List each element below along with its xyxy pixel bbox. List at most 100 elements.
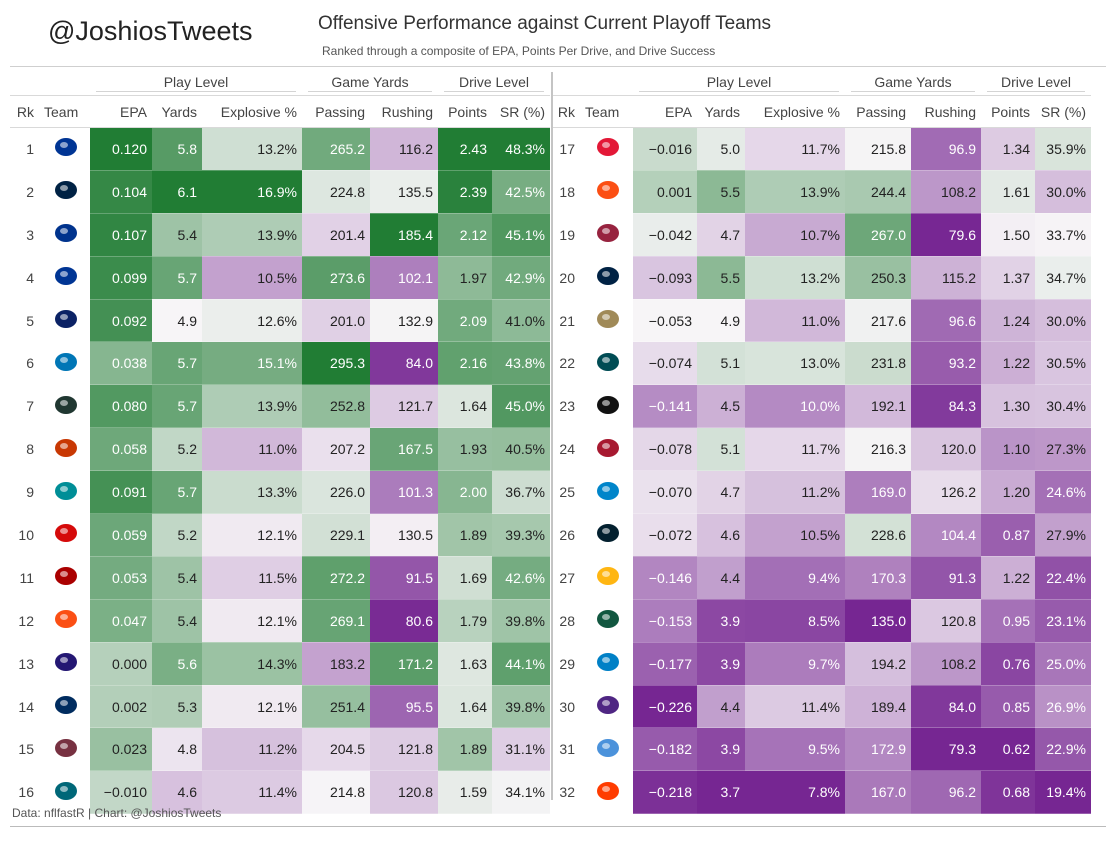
value-cell: 79.6 xyxy=(911,213,981,257)
table-row: 29 −0.177 3.9 9.7% 194.2 108.2 0.76 25.0% xyxy=(553,642,1091,686)
value-cell: 126.2 xyxy=(911,470,981,515)
value-cell: −0.218 xyxy=(633,770,697,815)
value-cell: 295.3 xyxy=(302,341,370,386)
table-row: 19 −0.042 4.7 10.7% 267.0 79.6 1.50 33.7% xyxy=(553,213,1091,257)
value-cell: −0.146 xyxy=(633,556,697,600)
value-cell: 2.09 xyxy=(438,299,492,343)
column-header: Explosive % xyxy=(745,95,845,128)
value-cell: 5.4 xyxy=(152,556,202,600)
value-cell: 34.7% xyxy=(1035,256,1091,300)
value-cell: 4.6 xyxy=(152,770,202,815)
table-row: 30 −0.226 4.4 11.4% 189.4 84.0 0.85 26.9% xyxy=(553,685,1091,729)
column-group-header: Drive Level xyxy=(438,68,550,96)
value-cell: 204.5 xyxy=(302,727,370,772)
value-cell: 5.1 xyxy=(697,341,745,386)
rank-cell: 19 xyxy=(553,213,583,257)
table-row: 25 −0.070 4.7 11.2% 169.0 126.2 1.20 24.6% xyxy=(553,470,1091,515)
value-cell: 1.97 xyxy=(438,256,492,300)
value-cell: 40.5% xyxy=(492,427,550,472)
value-cell: 5.5 xyxy=(697,170,745,214)
table-row: 23 −0.141 4.5 10.0% 192.1 84.3 1.30 30.4% xyxy=(553,384,1091,429)
value-cell: 0.023 xyxy=(90,727,152,772)
value-cell: 12.1% xyxy=(202,685,302,729)
value-cell: 0.85 xyxy=(981,685,1035,729)
column-header: Passing xyxy=(302,95,370,128)
value-cell: 4.8 xyxy=(152,727,202,772)
table-row: 17 −0.016 5.0 11.7% 215.8 96.9 1.34 35.9% xyxy=(553,127,1091,171)
column-group-label: Play Level xyxy=(702,73,776,90)
value-cell: −0.074 xyxy=(633,341,697,386)
value-cell: −0.141 xyxy=(633,384,697,429)
table-row: 3 0.107 5.4 13.9% 201.4 185.4 2.12 45.1% xyxy=(10,213,550,257)
table-row: 2 0.104 6.1 16.9% 224.8 135.5 2.39 42.5% xyxy=(10,170,550,214)
value-cell: 4.5 xyxy=(697,384,745,429)
rank-cell: 18 xyxy=(553,170,583,214)
rank-cell: 17 xyxy=(553,127,583,171)
value-cell: 11.4% xyxy=(745,685,845,729)
value-cell: −0.078 xyxy=(633,427,697,472)
value-cell: 0.76 xyxy=(981,642,1035,686)
value-cell: 216.3 xyxy=(845,427,911,472)
value-cell: 11.0% xyxy=(745,299,845,343)
value-cell: 0.058 xyxy=(90,427,152,472)
buccaneers-icon xyxy=(42,513,90,557)
value-cell: 1.22 xyxy=(981,556,1035,600)
value-cell: 11.5% xyxy=(202,556,302,600)
value-cell: 0.053 xyxy=(90,556,152,600)
table-row: 10 0.059 5.2 12.1% 229.1 130.5 1.89 39.3% xyxy=(10,513,550,557)
value-cell: 4.7 xyxy=(697,213,745,257)
value-cell: 252.8 xyxy=(302,384,370,429)
table-row: 6 0.038 5.7 15.1% 295.3 84.0 2.16 43.8% xyxy=(10,341,550,386)
value-cell: 96.9 xyxy=(911,127,981,171)
value-cell: 1.93 xyxy=(438,427,492,472)
rank-cell: 3 xyxy=(10,213,42,257)
value-cell: 4.6 xyxy=(697,513,745,557)
value-cell: 12.6% xyxy=(202,299,302,343)
data-source: Data: nflfastR | Chart: @JoshiosTweets xyxy=(12,806,222,820)
saints-icon xyxy=(583,299,633,343)
rank-cell: 31 xyxy=(553,727,583,772)
value-cell: 84.0 xyxy=(370,341,438,386)
value-cell: 121.8 xyxy=(370,727,438,772)
value-cell: 9.5% xyxy=(745,727,845,772)
column-group-header: Game Yards xyxy=(845,68,981,96)
value-cell: 267.0 xyxy=(845,213,911,257)
value-cell: 0.68 xyxy=(981,770,1035,815)
value-cell: 5.0 xyxy=(697,127,745,171)
column-header: Team xyxy=(42,95,90,128)
value-cell: 5.7 xyxy=(152,256,202,300)
value-cell: −0.182 xyxy=(633,727,697,772)
table-row: 8 0.058 5.2 11.0% 207.2 167.5 1.93 40.5% xyxy=(10,427,550,472)
value-cell: 1.37 xyxy=(981,256,1035,300)
ranking-table-left: Play Level Game Yards Drive Level Rk Team EPA… xyxy=(10,68,550,815)
column-header: Yards xyxy=(697,95,745,128)
value-cell: 171.2 xyxy=(370,642,438,686)
value-cell: 120.0 xyxy=(911,427,981,472)
value-cell: 34.1% xyxy=(492,770,550,815)
value-cell: 19.4% xyxy=(1035,770,1091,815)
browns-icon xyxy=(583,770,633,815)
rank-cell: 5 xyxy=(10,299,42,343)
value-cell: 1.63 xyxy=(438,642,492,686)
value-cell: −0.016 xyxy=(633,127,697,171)
rank-cell: 20 xyxy=(553,256,583,300)
value-cell: 22.4% xyxy=(1035,556,1091,600)
rank-cell: 23 xyxy=(553,384,583,429)
column-group-header: Drive Level xyxy=(981,68,1091,96)
texans-icon xyxy=(583,513,633,557)
value-cell: 96.6 xyxy=(911,299,981,343)
value-cell: 0.104 xyxy=(90,170,152,214)
table-row: 31 −0.182 3.9 9.5% 172.9 79.3 0.62 22.9% xyxy=(553,727,1091,772)
value-cell: 1.59 xyxy=(438,770,492,815)
value-cell: 3.9 xyxy=(697,642,745,686)
ravens-icon xyxy=(42,642,90,686)
value-cell: 169.0 xyxy=(845,470,911,515)
value-cell: 135.5 xyxy=(370,170,438,214)
value-cell: 1.64 xyxy=(438,384,492,429)
value-cell: 217.6 xyxy=(845,299,911,343)
cowboys-icon xyxy=(42,256,90,300)
value-cell: 10.5% xyxy=(745,513,845,557)
rank-cell: 15 xyxy=(10,727,42,772)
value-cell: 4.7 xyxy=(697,470,745,515)
value-cell: 93.2 xyxy=(911,341,981,386)
